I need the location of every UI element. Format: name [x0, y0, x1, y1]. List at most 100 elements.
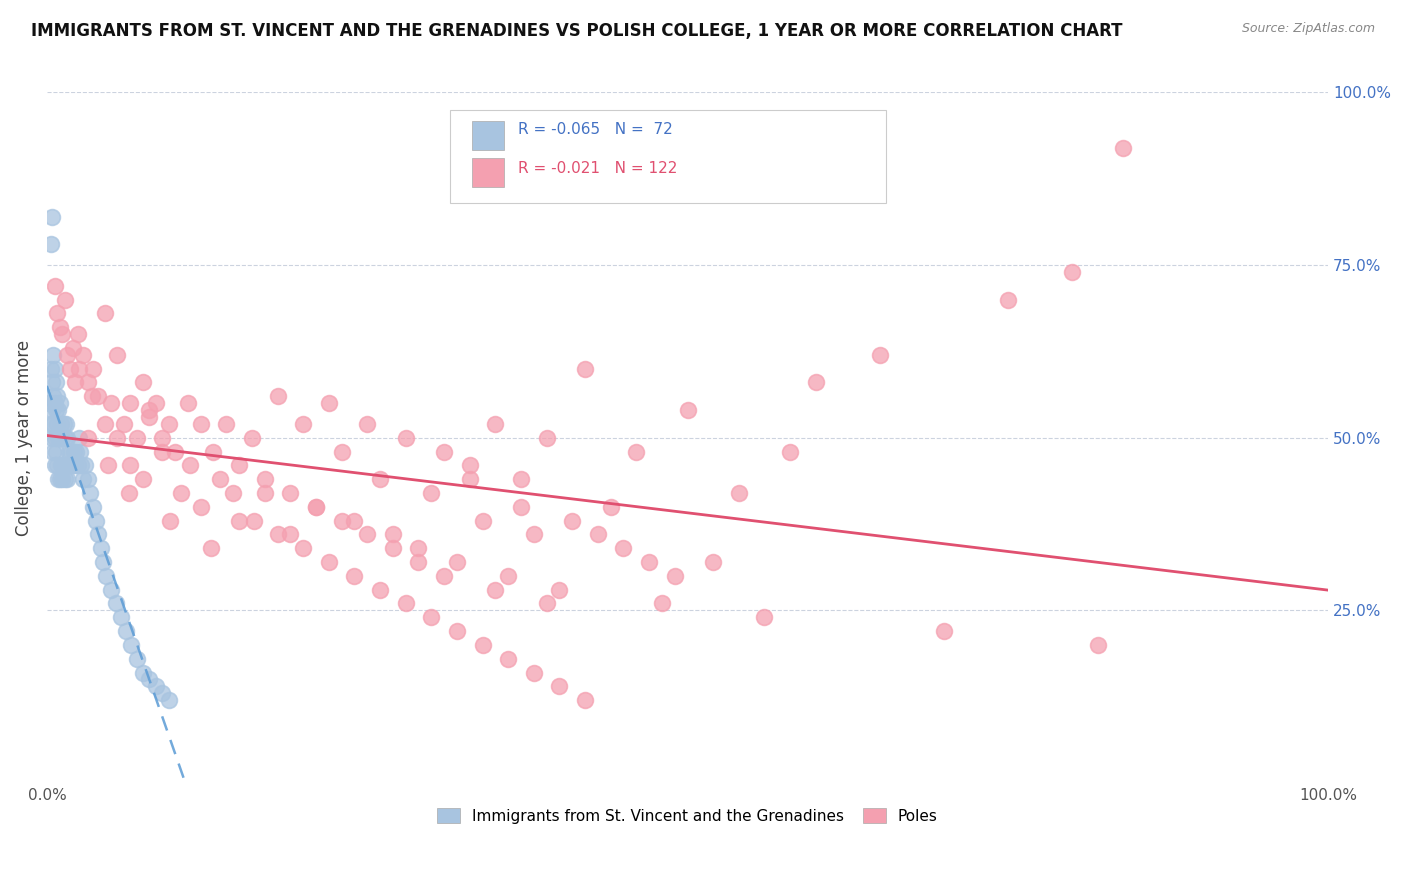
- Text: R = -0.065   N =  72: R = -0.065 N = 72: [519, 122, 673, 136]
- Point: [100, 582, 122, 597]
- Point: [599, 500, 621, 514]
- Point: [159, 514, 181, 528]
- Point: [66, 458, 89, 473]
- Point: [523, 665, 546, 680]
- Point: [38, 396, 60, 410]
- Point: [69, 444, 91, 458]
- Point: [115, 624, 138, 639]
- Point: [93, 306, 115, 320]
- Point: [56, 348, 79, 362]
- Point: [420, 486, 443, 500]
- Point: [202, 444, 225, 458]
- Point: [190, 417, 212, 431]
- Point: [702, 555, 724, 569]
- Point: [41, 431, 63, 445]
- Point: [221, 486, 243, 500]
- Point: [75, 458, 97, 473]
- Point: [77, 431, 100, 445]
- Point: [53, 293, 76, 307]
- Point: [39, 417, 62, 431]
- Legend: Immigrants from St. Vincent and the Grenadines, Poles: Immigrants from St. Vincent and the Gren…: [437, 808, 938, 823]
- Point: [112, 417, 135, 431]
- Point: [41, 376, 63, 390]
- Point: [120, 638, 142, 652]
- Point: [932, 624, 955, 639]
- Point: [536, 597, 558, 611]
- Point: [51, 431, 73, 445]
- Point: [433, 569, 456, 583]
- Point: [118, 486, 141, 500]
- Point: [997, 293, 1019, 307]
- Point: [91, 555, 114, 569]
- Point: [82, 361, 104, 376]
- Point: [278, 527, 301, 541]
- Point: [548, 582, 571, 597]
- Point: [41, 210, 63, 224]
- Point: [105, 348, 128, 362]
- Point: [56, 431, 79, 445]
- Point: [39, 361, 62, 376]
- Point: [496, 569, 519, 583]
- Point: [42, 444, 65, 458]
- Point: [59, 361, 82, 376]
- Point: [727, 486, 749, 500]
- Point: [420, 610, 443, 624]
- Point: [48, 431, 70, 445]
- Point: [51, 472, 73, 486]
- Point: [676, 403, 699, 417]
- Point: [44, 361, 66, 376]
- Point: [66, 327, 89, 342]
- Point: [471, 514, 494, 528]
- Point: [804, 376, 827, 390]
- Point: [536, 431, 558, 445]
- Point: [62, 341, 84, 355]
- Point: [80, 389, 103, 403]
- Text: R = -0.021   N = 122: R = -0.021 N = 122: [519, 161, 678, 176]
- Point: [56, 472, 79, 486]
- Point: [48, 431, 70, 445]
- Point: [330, 444, 353, 458]
- Point: [44, 278, 66, 293]
- Point: [330, 514, 353, 528]
- Point: [45, 376, 67, 390]
- Text: Source: ZipAtlas.com: Source: ZipAtlas.com: [1241, 22, 1375, 36]
- Point: [51, 327, 73, 342]
- Point: [253, 486, 276, 500]
- Point: [55, 417, 77, 431]
- Point: [70, 458, 93, 473]
- Point: [48, 403, 70, 417]
- Point: [433, 444, 456, 458]
- Point: [779, 444, 801, 458]
- Point: [125, 431, 148, 445]
- Point: [343, 569, 366, 583]
- Point: [44, 431, 66, 445]
- Point: [368, 472, 391, 486]
- Point: [39, 237, 62, 252]
- Point: [266, 527, 288, 541]
- Point: [190, 500, 212, 514]
- Point: [170, 486, 193, 500]
- Point: [305, 500, 328, 514]
- Point: [395, 431, 418, 445]
- Point: [612, 541, 634, 556]
- Point: [52, 417, 75, 431]
- Point: [42, 417, 65, 431]
- Point: [510, 472, 533, 486]
- Point: [228, 514, 250, 528]
- Point: [484, 582, 506, 597]
- Point: [105, 431, 128, 445]
- Point: [381, 527, 404, 541]
- FancyBboxPatch shape: [472, 158, 505, 187]
- Point: [305, 500, 328, 514]
- Point: [46, 389, 69, 403]
- Point: [132, 472, 155, 486]
- Point: [125, 651, 148, 665]
- Point: [150, 686, 173, 700]
- Point: [63, 458, 86, 473]
- Point: [243, 514, 266, 528]
- Point: [67, 431, 90, 445]
- Point: [62, 444, 84, 458]
- FancyBboxPatch shape: [472, 120, 505, 150]
- Point: [510, 500, 533, 514]
- Point: [157, 693, 180, 707]
